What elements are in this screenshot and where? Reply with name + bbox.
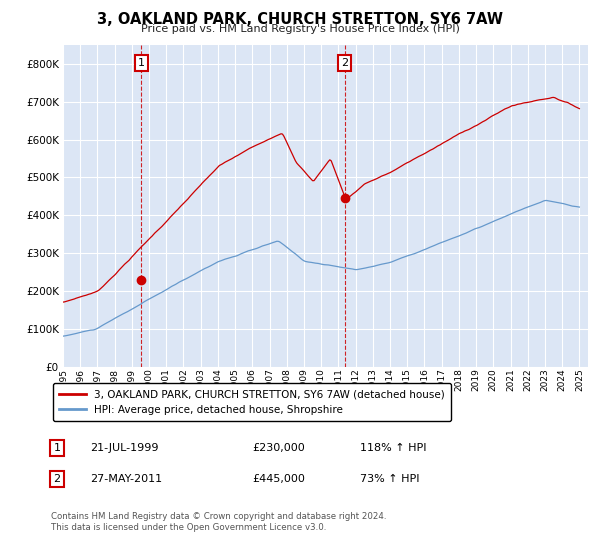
Text: Price paid vs. HM Land Registry's House Price Index (HPI): Price paid vs. HM Land Registry's House … xyxy=(140,24,460,34)
Text: 3, OAKLAND PARK, CHURCH STRETTON, SY6 7AW: 3, OAKLAND PARK, CHURCH STRETTON, SY6 7A… xyxy=(97,12,503,27)
Text: 27-MAY-2011: 27-MAY-2011 xyxy=(90,474,162,484)
Text: 1: 1 xyxy=(53,443,61,453)
Text: 1: 1 xyxy=(138,58,145,68)
Text: 21-JUL-1999: 21-JUL-1999 xyxy=(90,443,158,453)
Text: Contains HM Land Registry data © Crown copyright and database right 2024.
This d: Contains HM Land Registry data © Crown c… xyxy=(51,512,386,532)
Text: £445,000: £445,000 xyxy=(252,474,305,484)
Text: 2: 2 xyxy=(341,58,349,68)
Legend: 3, OAKLAND PARK, CHURCH STRETTON, SY6 7AW (detached house), HPI: Average price, : 3, OAKLAND PARK, CHURCH STRETTON, SY6 7A… xyxy=(53,383,451,421)
Text: 2: 2 xyxy=(53,474,61,484)
Text: £230,000: £230,000 xyxy=(252,443,305,453)
Text: 118% ↑ HPI: 118% ↑ HPI xyxy=(360,443,427,453)
Text: 73% ↑ HPI: 73% ↑ HPI xyxy=(360,474,419,484)
